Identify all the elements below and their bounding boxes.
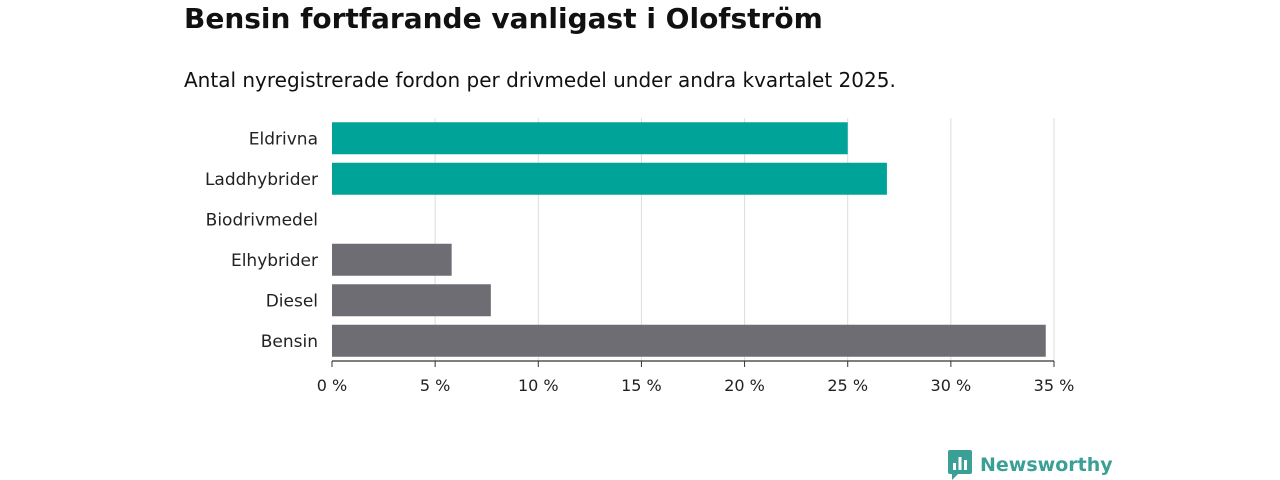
bar-bensin xyxy=(332,324,1046,357)
newsworthy-logo-icon xyxy=(948,450,972,480)
x-tick-label: 25 % xyxy=(827,376,868,395)
chart-subtitle: Antal nyregistrerade fordon per drivmede… xyxy=(184,68,896,92)
category-label: Bensin xyxy=(261,332,318,352)
brand-name: Newsworthy xyxy=(980,454,1113,476)
bar-chart: Eldrivna Laddhybrider Biodrivmedel Elhybrid… xyxy=(205,118,1075,395)
chart-title: Bensin fortfarande vanligast i Olofström xyxy=(184,2,823,35)
x-tick-label: 15 % xyxy=(621,376,662,395)
category-label: Elhybrider xyxy=(231,251,318,271)
bar-diesel xyxy=(332,284,491,317)
x-tick-label: 30 % xyxy=(931,376,972,395)
category-label: Diesel xyxy=(266,291,318,311)
x-tick-label: 0 % xyxy=(317,376,347,395)
bar-elhybrider xyxy=(332,243,452,276)
x-tick-label: 35 % xyxy=(1034,376,1075,395)
category-label: Biodrivmedel xyxy=(206,210,318,230)
bar-laddhybrider xyxy=(332,162,887,195)
x-tick-label: 5 % xyxy=(420,376,450,395)
x-tick-label: 10 % xyxy=(518,376,559,395)
category-label: Eldrivna xyxy=(249,129,318,149)
category-label: Laddhybrider xyxy=(205,170,318,190)
bar-eldrivna xyxy=(332,122,848,155)
x-tick-label: 20 % xyxy=(724,376,765,395)
newsworthy-brand: Newsworthy xyxy=(948,450,1113,480)
